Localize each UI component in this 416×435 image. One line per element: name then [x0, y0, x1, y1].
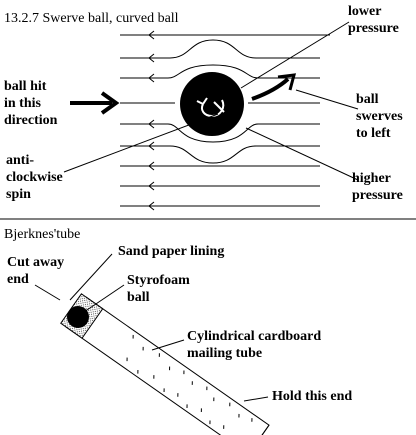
streamline-3	[120, 64, 320, 79]
leader-hold	[243, 396, 269, 402]
leader-higher-pressure	[245, 127, 359, 181]
leader-sand-paper	[69, 253, 113, 301]
top-title: 13.2.7 Swerve ball, curved ball	[4, 11, 179, 26]
tube-end-edge	[247, 424, 270, 435]
leader-lower-pressure	[240, 21, 350, 89]
flow-arrowhead	[148, 181, 155, 191]
label-anti-clockwise-spin: anti- clockwise spin	[6, 153, 63, 202]
leader-ball-swerves	[295, 89, 359, 110]
label-sand-paper-lining: Sand paper lining	[118, 244, 225, 259]
styrofoam-ball	[67, 306, 89, 328]
label-hold-this-end: Hold this end	[272, 389, 353, 404]
label-higher-pressure: higher pressure	[352, 171, 403, 203]
swerve-arrow	[251, 73, 297, 101]
label-ball-hit: ball hit in this direction	[4, 79, 58, 128]
streamline-7	[120, 145, 320, 164]
flow-arrowhead	[148, 141, 155, 151]
leader-spin	[63, 113, 219, 173]
tube-leader-lines	[34, 253, 269, 402]
leader-styrofoam	[83, 284, 125, 313]
streamline-6	[120, 123, 320, 143]
leader-cut-away	[34, 284, 61, 301]
bottom-title: Bjerknes'tube	[4, 227, 81, 242]
leader-lines	[63, 21, 359, 181]
flow-arrowhead	[148, 30, 155, 40]
hit-direction-arrow	[70, 91, 120, 115]
streamline-2	[120, 39, 320, 59]
flow-arrowhead	[148, 119, 155, 129]
label-cardboard-tube: Cylindrical cardboard mailing tube	[187, 329, 322, 361]
label-ball-swerves: ball swerves to left	[356, 92, 403, 141]
streamlines	[120, 34, 330, 207]
label-lower-pressure: lower pressure	[348, 4, 399, 36]
flow-arrowhead	[148, 53, 155, 63]
label-cut-away-end: Cut away end	[7, 255, 65, 287]
flow-arrowhead	[148, 73, 155, 83]
ball	[180, 72, 244, 136]
tube-texture	[126, 334, 253, 429]
cardboard-tube	[60, 293, 270, 435]
flow-arrowhead	[148, 201, 155, 211]
label-styrofoam-ball: Styrofoam ball	[127, 273, 190, 305]
flow-arrowhead	[148, 161, 155, 171]
flow-arrowheads	[148, 30, 155, 211]
leader-tube	[151, 339, 185, 351]
